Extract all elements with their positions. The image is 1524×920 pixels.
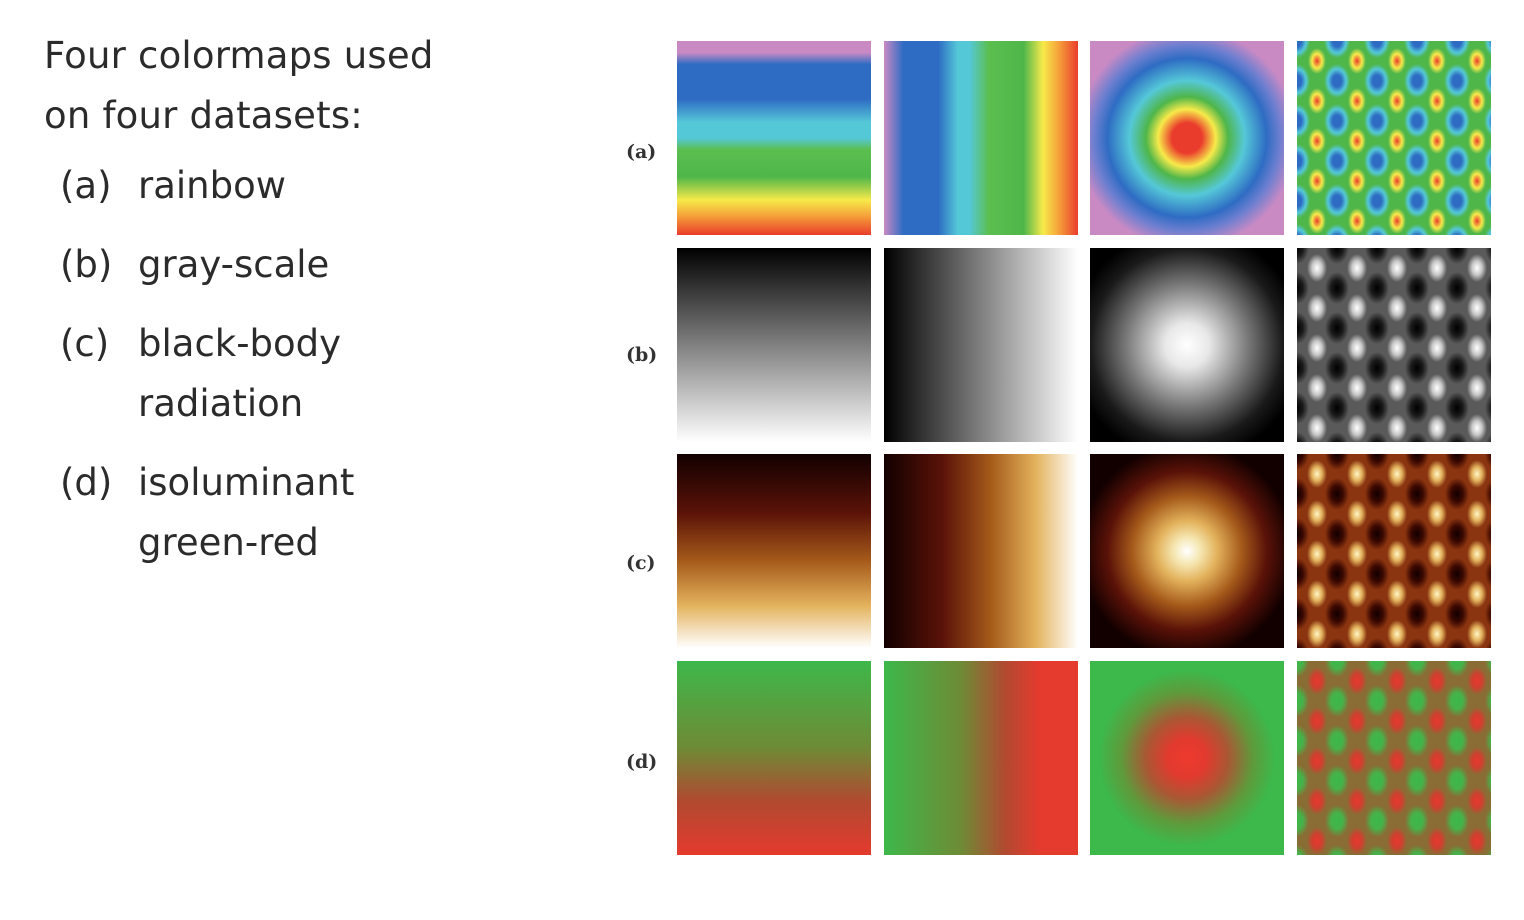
tile-blackbody-periodic-pattern [1297, 454, 1491, 648]
tile-blackbody-horizontal-ramp [884, 454, 1078, 648]
legend-label-line: green-red [138, 521, 319, 564]
tile-greenred-radial-bump [1090, 661, 1284, 855]
legend-tag: (c) [60, 322, 110, 365]
legend-item-rainbow: (a) rainbow [60, 156, 354, 216]
legend-item-black-body: (c) black-body radiation [60, 314, 354, 434]
tile-gray-periodic-pattern [1297, 248, 1491, 442]
legend-label: rainbow [138, 156, 286, 216]
tile-gray-horizontal-ramp [884, 248, 1078, 442]
intro-line-2: on four datasets: [44, 94, 363, 137]
tile-rainbow-vertical-ramp [677, 41, 871, 235]
legend-label: black-body radiation [138, 314, 341, 434]
tile-greenred-horizontal-ramp [884, 661, 1078, 855]
row-label-d: (d) [626, 751, 658, 773]
legend-label-line: isoluminant [138, 461, 355, 504]
legend-tag: (b) [60, 243, 113, 286]
intro-line-1: Four colormaps used [44, 34, 434, 77]
legend-tag: (d) [60, 461, 113, 504]
legend-label-line: radiation [138, 382, 304, 425]
colormap-legend: (a) rainbow (b) gray-scale (c) black-bod… [60, 156, 354, 592]
row-label-c: (c) [626, 552, 656, 574]
tile-blackbody-vertical-ramp [677, 454, 871, 648]
row-label-b: (b) [626, 344, 658, 366]
legend-item-gray-scale: (b) gray-scale [60, 235, 354, 295]
tile-blackbody-radial-bump [1090, 454, 1284, 648]
row-label-a: (a) [626, 141, 657, 163]
tile-greenred-periodic-pattern [1297, 661, 1491, 855]
tile-rainbow-radial-bump [1090, 41, 1284, 235]
legend-label-line: rainbow [138, 164, 286, 207]
legend-label-line: black-body [138, 322, 342, 365]
tile-gray-radial-bump [1090, 248, 1284, 442]
legend-label: gray-scale [138, 235, 329, 295]
intro-text: Four colormaps used on four datasets: [44, 26, 434, 146]
tile-greenred-vertical-ramp [677, 661, 871, 855]
tile-gray-vertical-ramp [677, 248, 871, 442]
legend-label-line: gray-scale [138, 243, 330, 286]
legend-tag: (a) [60, 164, 112, 207]
legend-item-isoluminant: (d) isoluminant green-red [60, 453, 354, 573]
tile-rainbow-horizontal-ramp [884, 41, 1078, 235]
legend-label: isoluminant green-red [138, 453, 354, 573]
tile-rainbow-periodic-pattern [1297, 41, 1491, 235]
